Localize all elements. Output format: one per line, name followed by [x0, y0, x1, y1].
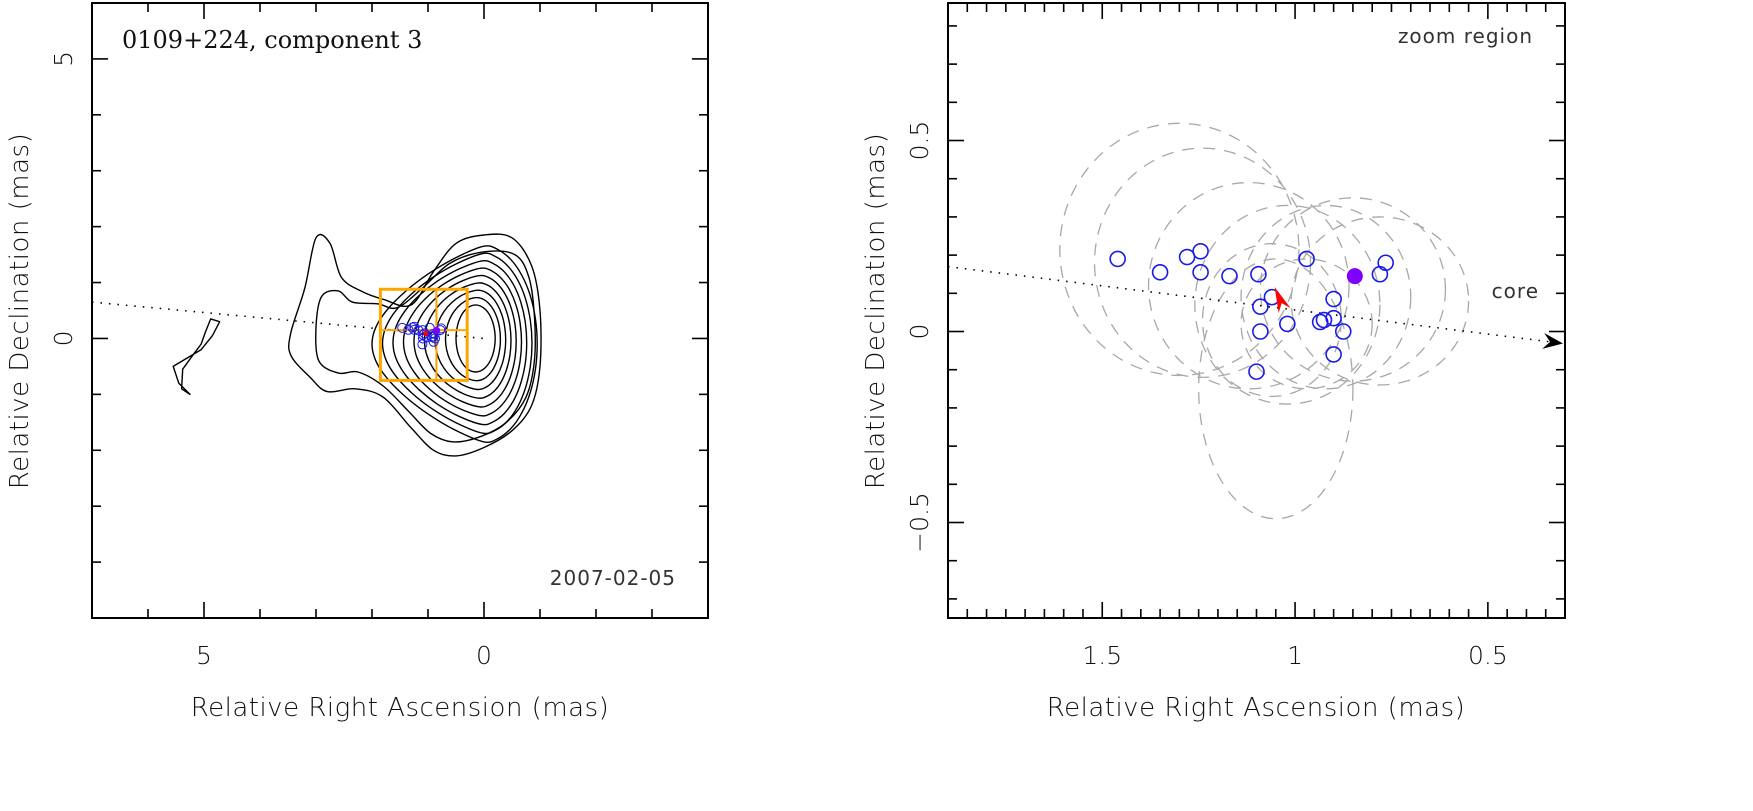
candidate-marker [1151, 264, 1169, 281]
uncertainty-ellipse [1194, 204, 1381, 405]
mean-position-marker [1346, 268, 1363, 285]
x-tick-label: 1 [1287, 641, 1303, 670]
candidate-marker [428, 336, 439, 347]
jet-axis-line [947, 265, 1560, 344]
y-tick-label: −0.5 [905, 492, 934, 553]
uncertainty-ellipse [1147, 181, 1350, 390]
contour-line [444, 296, 502, 382]
x-tick-label: 0 [476, 641, 492, 670]
epoch-label: 2007-02-05 [550, 566, 676, 590]
contour-line [423, 282, 512, 399]
candidate-marker [1298, 250, 1315, 268]
candidate-marker [409, 324, 420, 335]
candidate-marker [417, 339, 428, 350]
candidate-marker [1192, 242, 1209, 260]
overview-title: 0109+224, component 3 [122, 26, 422, 54]
candidate-marker [1279, 315, 1296, 333]
uncertainty-ellipse [1240, 204, 1412, 390]
uncertainty-ellipse [1093, 147, 1312, 378]
candidate-marker [1252, 298, 1269, 315]
overview-ticks [91, 2, 709, 619]
core-label: core [1492, 279, 1539, 303]
candidate-marker [1192, 264, 1209, 281]
candidate-marker [1325, 346, 1342, 363]
uncertainty-ellipse [1059, 122, 1300, 377]
candidate-marker [397, 322, 408, 333]
contour-line [314, 250, 536, 443]
x-tick-label: 5 [196, 641, 212, 670]
zoom-tick-labels: 1.5 1 0.5 0.5 0 −0.5 [905, 121, 1508, 670]
candidate-marker [1109, 250, 1126, 268]
zoom-region-label: zoom region [1398, 24, 1533, 48]
candidate-marker [1250, 265, 1267, 283]
mean-position-marker [433, 326, 441, 334]
contour-line [172, 318, 221, 396]
y-tick-label: 0.5 [905, 121, 934, 161]
candidate-marker [1325, 290, 1342, 308]
zoom-y-axis-label: Relative Declination (mas) [861, 133, 891, 489]
contour-map [172, 233, 542, 457]
candidate-markers [1109, 242, 1394, 380]
contour-line [402, 267, 523, 417]
overview-y-axis-label: Relative Declination (mas) [5, 133, 35, 489]
y-tick-label: 5 [49, 51, 78, 67]
zoom-plot-frame [947, 2, 1566, 619]
candidate-marker [1252, 323, 1269, 340]
zoom-box-outline [378, 287, 469, 382]
contour-line [288, 233, 542, 457]
core-direction-arrow-icon [1542, 333, 1563, 349]
candidate-marker [1221, 267, 1238, 285]
overview-x-axis-label: Relative Right Ascension (mas) [191, 693, 610, 723]
zoom-ticks [947, 3, 1566, 618]
candidate-marker [1248, 363, 1265, 380]
contour-line [392, 259, 528, 426]
uncertainty-ellipse [1259, 197, 1447, 382]
x-tick-label: 1.5 [1082, 641, 1122, 670]
x-tick-label: 0.5 [1468, 641, 1508, 670]
candidate-marker [1377, 254, 1394, 272]
contour-line [455, 304, 496, 373]
y-tick-label: 0 [49, 331, 78, 347]
candidate-marker [1315, 311, 1333, 329]
pointer-arrow-icon [1274, 287, 1291, 314]
pointer-marker [423, 330, 429, 336]
overview-plot-frame [91, 2, 709, 619]
contour-line [381, 252, 533, 435]
zoom-x-axis-label: Relative Right Ascension (mas) [1047, 693, 1466, 723]
candidate-marker [1325, 309, 1342, 327]
uncertainty-ellipses [1059, 122, 1470, 520]
candidate-marker [1334, 323, 1352, 340]
uncertainty-ellipse [1290, 216, 1470, 386]
zoom-panel: 1.5 1 0.5 0.5 0 −0.5 zoom region core Relativ… [861, 2, 1566, 723]
jet-axis-line [91, 301, 485, 340]
overview-panel: 5 0 5 0 0109+224, component 3 2007-02-05 Re… [5, 2, 709, 723]
overview-tick-labels: 5 0 5 0 [49, 51, 492, 670]
uncertainty-ellipse [1198, 258, 1354, 520]
contour-line [371, 245, 538, 443]
candidate-marker [1371, 265, 1389, 283]
uncertainty-ellipse [1240, 258, 1373, 390]
candidate-markers [397, 321, 447, 350]
candidate-marker [417, 325, 428, 336]
candidate-marker [407, 322, 418, 333]
uncertainty-ellipse [1201, 243, 1342, 398]
y-tick-label: 0 [905, 324, 934, 340]
